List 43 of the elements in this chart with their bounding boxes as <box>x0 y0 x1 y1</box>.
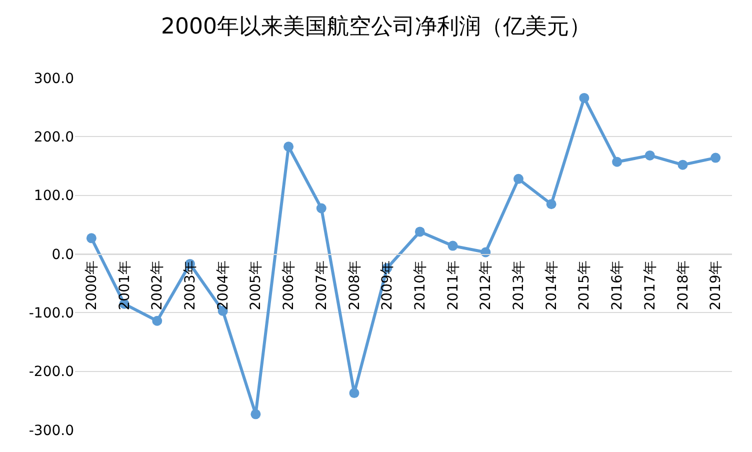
point <box>513 174 524 184</box>
point <box>152 316 162 326</box>
point <box>678 160 688 170</box>
x-tick-label: 2011年 <box>445 260 462 310</box>
y-tick-label: 0.0 <box>52 246 74 263</box>
x-tick-label: 2015年 <box>576 260 593 310</box>
y-tick-label: 100.0 <box>34 188 74 204</box>
point <box>644 150 655 160</box>
x-tick-label: 2005年 <box>248 260 264 310</box>
chart-title: 2000年以来美国航空公司净利润（亿美元） <box>161 14 591 40</box>
x-tick-label: 2012年 <box>478 260 494 310</box>
x-tick-label: 2014年 <box>544 260 560 310</box>
x-tick-label: 2017年 <box>642 260 658 310</box>
point <box>546 199 556 210</box>
x-tick-label: 2003年 <box>182 260 199 310</box>
x-tick-label: 2016年 <box>610 260 626 310</box>
x-tick-label: 2010年 <box>412 260 428 310</box>
x-tick-label: 2007年 <box>314 260 330 310</box>
point <box>612 156 622 167</box>
x-tick-label: 2001年 <box>116 260 133 310</box>
x-tick-label: 2009年 <box>380 260 396 310</box>
y-tick-label: -100.0 <box>28 306 74 322</box>
y-tick-label: -300.0 <box>28 422 74 439</box>
x-tick-label: 2013年 <box>511 260 528 310</box>
point <box>579 92 590 103</box>
x-tick-label: 2000年 <box>84 260 100 310</box>
point <box>414 226 425 237</box>
y-tick-label: 300.0 <box>34 70 74 87</box>
x-tick-label: 2006年 <box>281 260 298 310</box>
x-tick-label: 2019年 <box>708 260 724 310</box>
x-tick-label: 2002年 <box>150 260 166 310</box>
x-tick-label: 2008年 <box>346 260 363 310</box>
y-tick-label: -200.0 <box>28 364 74 380</box>
point <box>86 233 96 244</box>
point <box>316 203 326 214</box>
point <box>710 152 721 163</box>
x-tick-label: 2018年 <box>675 260 692 310</box>
point <box>349 388 360 398</box>
point <box>250 409 261 420</box>
x-tick-label: 2004年 <box>215 260 232 310</box>
point <box>448 240 458 251</box>
point <box>284 142 294 152</box>
y-tick-label: 200.0 <box>34 130 74 146</box>
